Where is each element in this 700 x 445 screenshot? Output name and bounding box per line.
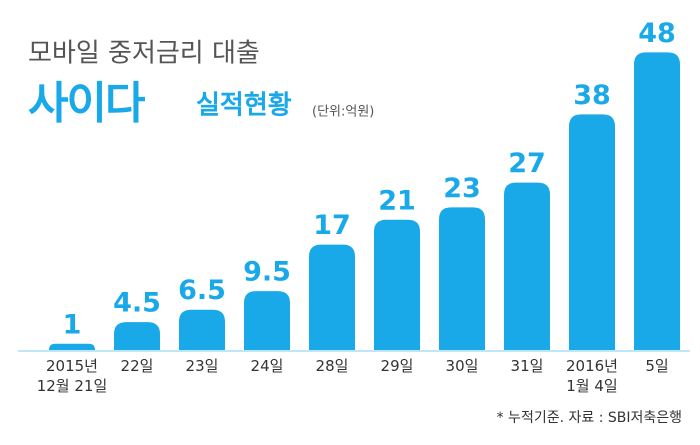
value-label: 9.5 [243,257,291,288]
value-label: 38 [573,80,611,111]
value-label: 27 [508,148,546,179]
subtitle: 실적현황 [196,91,292,121]
x-tick-label: 5일 [645,357,669,375]
value-label: 6.5 [178,275,226,306]
unit-label: (단위:억원) [312,105,374,120]
bar [374,219,420,350]
bar [49,343,95,350]
value-label: 23 [443,173,481,204]
x-tick-label: 31일 [510,357,544,375]
bar [634,52,680,351]
x-tick-label: 30일 [445,357,479,375]
bar [244,291,290,350]
x-tick-label: 2015년 12월 21일 [36,357,108,395]
value-label: 48 [638,18,676,49]
bar [569,114,615,351]
x-tick-label: 23일 [185,357,219,375]
logo: 사이다 [28,78,145,129]
bar [179,309,225,350]
x-tick-label: 29일 [380,357,414,375]
value-label: 1 [63,309,82,340]
x-tick-label: 2016년 1월 4일 [566,357,618,395]
bar [114,322,160,350]
value-label: 4.5 [113,288,161,319]
value-label: 21 [378,185,416,216]
bar [309,244,355,350]
bar [439,207,485,350]
bar [504,182,550,350]
x-tick-label: 22일 [120,357,154,375]
source-note: * 누적기준. 자료 : SBI저축은행 [497,410,682,426]
value-label: 17 [313,210,351,241]
chart-title: 모바일 중저금리 대출 [28,39,260,69]
x-tick-label: 24일 [250,357,284,375]
x-tick-label: 28일 [315,357,349,375]
